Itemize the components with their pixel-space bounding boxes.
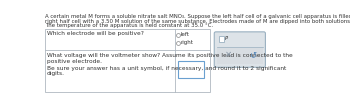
- Text: Be sure your answer has a unit symbol, if necessary, and round it to 2 significa: Be sure your answer has a unit symbol, i…: [47, 66, 286, 71]
- Text: right half cell with a 3.50 M solution of the same substance. Electrodes made of: right half cell with a 3.50 M solution o…: [44, 19, 350, 24]
- Text: P: P: [225, 36, 228, 41]
- FancyBboxPatch shape: [214, 32, 265, 67]
- Text: right: right: [181, 40, 194, 45]
- Text: digits.: digits.: [47, 71, 65, 76]
- Text: left: left: [181, 32, 190, 37]
- Text: positive electrode.: positive electrode.: [47, 59, 102, 64]
- FancyBboxPatch shape: [219, 36, 224, 42]
- Text: ×: ×: [225, 50, 232, 59]
- Text: ↺: ↺: [249, 50, 257, 59]
- FancyBboxPatch shape: [44, 29, 210, 92]
- FancyBboxPatch shape: [217, 47, 263, 64]
- Text: A certain metal M forms a soluble nitrate salt MNO₃. Suppose the left half cell : A certain metal M forms a soluble nitrat…: [44, 14, 350, 19]
- Text: Which electrode will be positive?: Which electrode will be positive?: [47, 31, 144, 36]
- Text: The temperature of the apparatus is held constant at 35.0 °C.: The temperature of the apparatus is held…: [44, 23, 213, 28]
- FancyBboxPatch shape: [178, 61, 204, 78]
- Text: What voltage will the voltmeter show? Assume its positive lead is connected to t: What voltage will the voltmeter show? As…: [47, 53, 293, 58]
